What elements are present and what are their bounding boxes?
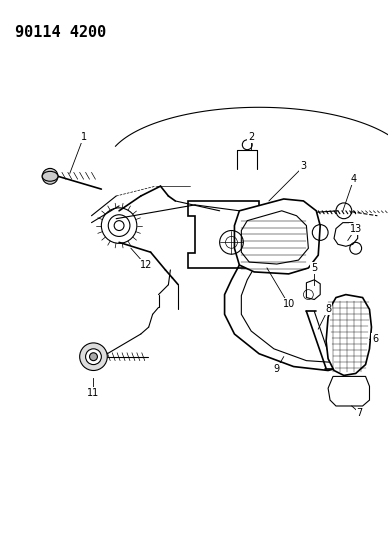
Text: 8: 8 <box>325 304 331 314</box>
Text: 90114 4200: 90114 4200 <box>14 26 106 41</box>
Circle shape <box>80 343 107 370</box>
Polygon shape <box>235 199 320 274</box>
Text: 5: 5 <box>311 263 317 273</box>
Text: 6: 6 <box>372 334 378 344</box>
Text: 9: 9 <box>274 364 280 374</box>
Text: 7: 7 <box>357 408 363 418</box>
Text: 13: 13 <box>350 223 362 233</box>
Circle shape <box>90 353 97 361</box>
Ellipse shape <box>42 172 58 181</box>
Text: 4: 4 <box>351 174 357 184</box>
Text: 12: 12 <box>140 260 152 270</box>
Text: 1: 1 <box>81 132 87 142</box>
Circle shape <box>42 168 58 184</box>
Circle shape <box>86 349 101 365</box>
Text: 10: 10 <box>283 300 295 310</box>
Polygon shape <box>326 295 371 375</box>
Text: 11: 11 <box>87 388 100 398</box>
Text: 2: 2 <box>248 132 254 142</box>
Text: 3: 3 <box>300 161 307 172</box>
